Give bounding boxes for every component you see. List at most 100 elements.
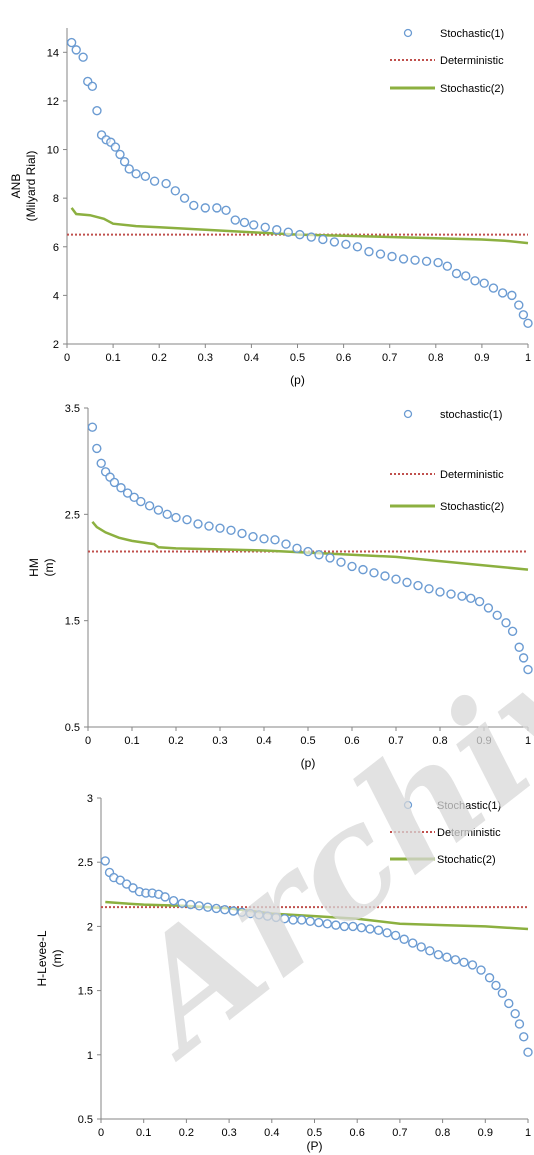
stochastic1-point — [296, 915, 307, 925]
y-axis-title-line: (m) — [50, 950, 64, 968]
x-tick-label: 1 — [525, 352, 531, 364]
x-tick-label: 0.4 — [264, 1127, 279, 1139]
stochastic2-line — [70, 207, 529, 245]
stochastic1-point — [221, 205, 231, 216]
stochastic1-point — [226, 525, 236, 535]
x-tick-label: 0.3 — [212, 735, 227, 747]
x-tick-label: 0.4 — [256, 735, 271, 747]
stochastic1-point — [119, 156, 130, 167]
x-tick-label: 0.5 — [290, 352, 305, 364]
y-axis-title: ANB(Milyard Rial) — [9, 151, 38, 222]
legend-label: Deterministic — [440, 55, 504, 67]
stochastic1-point — [356, 922, 367, 933]
stochastic1-point — [306, 232, 317, 242]
stochastic1-point — [122, 488, 133, 498]
legend-label: Deterministic — [440, 469, 504, 481]
stochastic1-point — [270, 535, 280, 545]
stochastic1-point — [182, 514, 192, 525]
x-tick-label: 0 — [64, 352, 70, 364]
legend: stochastic(1) Deterministic Stochastic(2) — [390, 409, 504, 513]
x-axis-title: (p) — [290, 373, 305, 387]
legend-label: stochastic(1) — [440, 409, 502, 421]
stochastic2-line — [105, 900, 529, 931]
x-tick-label: 0.1 — [136, 1127, 151, 1139]
stochastic1-point — [408, 938, 418, 948]
stochastic1-point — [514, 1019, 525, 1029]
stochastic1-point — [204, 521, 214, 531]
stochastic1-point — [519, 1032, 529, 1042]
stochastic1-point — [492, 610, 502, 621]
stochastic1-point — [66, 37, 77, 48]
y-tick-label: 1.5 — [78, 986, 93, 998]
stochastic1-point — [433, 257, 443, 268]
stochastic1-point — [369, 568, 379, 578]
stochastic1-point — [318, 234, 328, 245]
x-tick-label: 0.6 — [350, 1127, 365, 1139]
stochastic1-point — [171, 512, 181, 523]
stochastic1-point — [523, 664, 533, 675]
x-tick-label: 0.9 — [476, 735, 491, 747]
legend-label: Stochastic(2) — [440, 83, 504, 95]
stochastic1-point — [109, 477, 120, 488]
stochastic1-point — [170, 186, 181, 196]
stochastic1-point — [87, 81, 98, 92]
stochastic1-point — [507, 626, 518, 636]
y-tick-label: 0.5 — [78, 1114, 93, 1126]
x-tick-label: 0.2 — [179, 1127, 194, 1139]
chart-2: 0.5 1.5 2.5 3.5 0 0.1 0.2 0.3 0.4 0.5 0.6 0.7 0.8 0.9… — [27, 403, 533, 770]
stochastic1-point — [402, 577, 412, 588]
x-tick-label: 0.7 — [392, 1127, 407, 1139]
stochastic1-point — [461, 271, 471, 281]
stochastic1-point — [390, 930, 401, 941]
stochastic1-point — [161, 178, 171, 189]
chart-1: 2 4 6 8 10 12 14 0 0.1 0.2 0.3 0.4 0.5 0.6 0.7 0.8 0.9 1 (… — [9, 28, 533, 387]
x-tick-label: 0.1 — [105, 352, 120, 364]
legend-label: Stochastic(2) — [440, 501, 504, 513]
stochastic1-point — [466, 593, 476, 604]
stochastic1-point — [168, 896, 179, 906]
stochastic1-point — [424, 584, 434, 594]
stochastic1-point — [220, 905, 230, 915]
y-tick-label: 1 — [87, 1050, 93, 1062]
stochastic1-point — [96, 458, 106, 468]
stochastic1-point — [336, 557, 346, 567]
x-tick-label: 0.6 — [344, 735, 359, 747]
x-tick-label: 0.1 — [124, 735, 139, 747]
stochastic1-point — [518, 310, 529, 320]
stochastic1-point — [442, 261, 453, 271]
legend: Stochastic(1) Deterministic Stochastic(2) — [390, 28, 504, 95]
x-axis-title: (P) — [307, 1139, 323, 1153]
stochastic1-point — [421, 256, 432, 267]
stochastic1-point — [230, 215, 240, 225]
stochastic1-point — [212, 203, 222, 213]
stochastic1-point — [305, 916, 315, 926]
x-tick-label: 0.8 — [432, 735, 447, 747]
watermark-text: Archive — [89, 553, 534, 1090]
stochastic2-line — [91, 521, 529, 571]
stochastic1-point — [484, 973, 495, 983]
x-tick-label: 0.3 — [221, 1127, 236, 1139]
y-tick-label: 1.5 — [65, 616, 80, 628]
stochastic1-point — [239, 217, 250, 228]
stochastic1-point — [382, 928, 392, 938]
legend-label: Stochastic(1) — [437, 800, 501, 812]
stochastic1-point — [523, 318, 533, 329]
stochastic1-point — [457, 591, 467, 601]
y-tick-label: 2 — [53, 339, 59, 351]
x-tick-label: 0.6 — [336, 352, 351, 364]
y-tick-label: 12 — [47, 96, 59, 108]
stochastic1-point — [193, 519, 203, 529]
stochastic1-point — [203, 902, 213, 912]
stochastic1-point — [501, 618, 511, 628]
stochastic1-point — [78, 52, 88, 62]
stochastic1-point — [474, 596, 485, 607]
stochastic1-point — [262, 911, 273, 921]
stochastic1-point — [124, 164, 134, 174]
stochastic1-point — [450, 955, 461, 965]
stochastic1-point — [314, 550, 324, 560]
y-axis-title-line: ANB — [9, 174, 23, 199]
stochastic1-point — [435, 587, 445, 597]
stochastic1-point — [259, 534, 269, 544]
y-tick-label: 2.5 — [78, 857, 93, 869]
x-tick-label: 0.8 — [435, 1127, 450, 1139]
